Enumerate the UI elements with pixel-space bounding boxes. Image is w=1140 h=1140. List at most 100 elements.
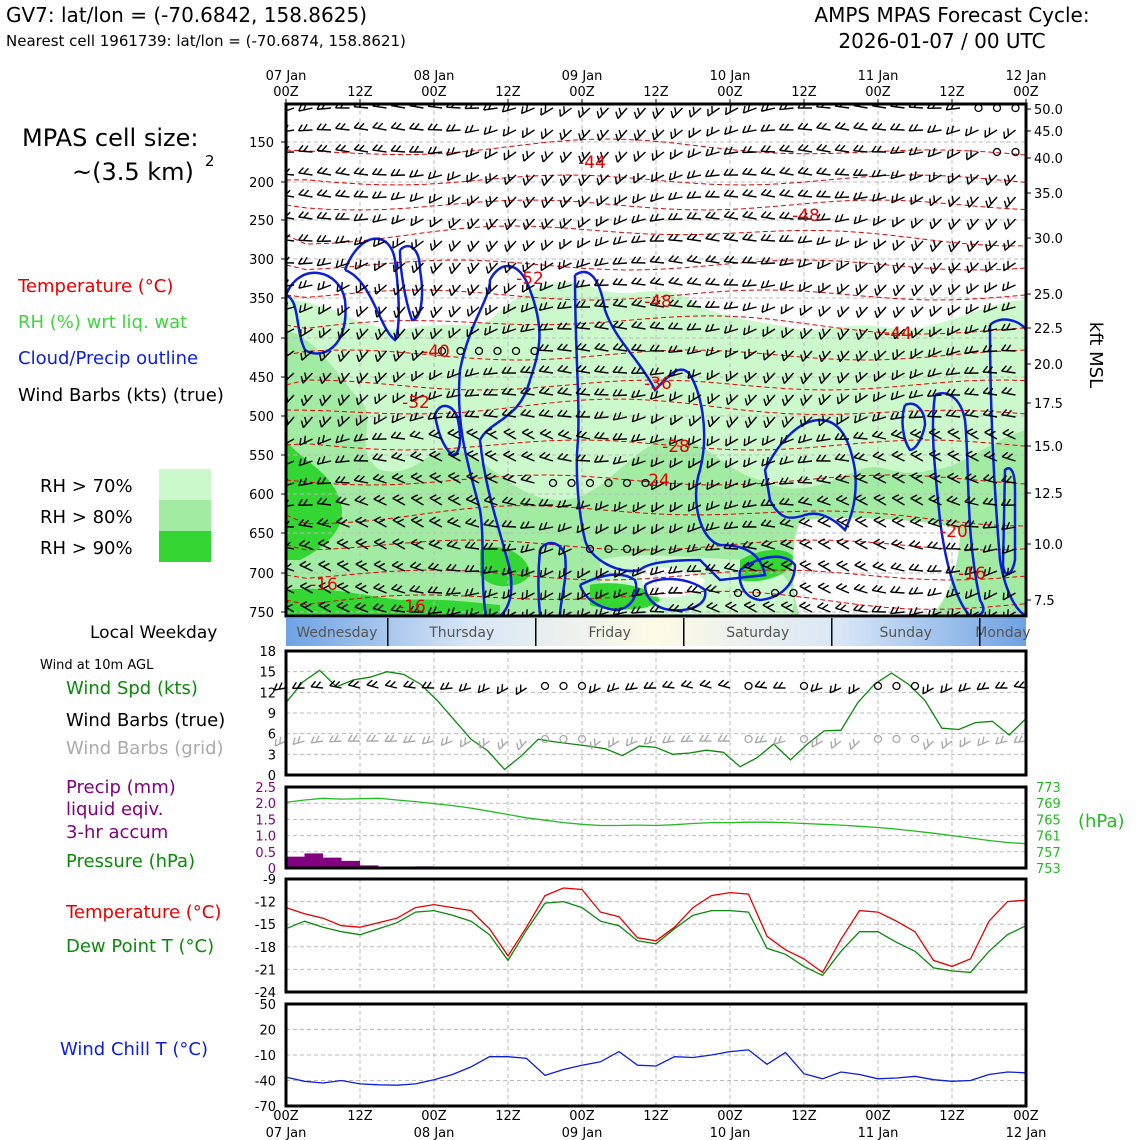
barb-flag [322, 350, 326, 358]
barb-shaft [299, 460, 313, 467]
barb-flag [760, 478, 765, 487]
barb-shaft [873, 542, 887, 550]
barb-shaft [816, 106, 831, 109]
barb-flag [913, 171, 917, 179]
barb-flag [968, 366, 974, 374]
barb-shaft [428, 543, 443, 550]
barb-flag [742, 233, 748, 240]
wind-barb [741, 279, 757, 288]
barb-flag [722, 734, 728, 742]
wind-barb-10m-grid [365, 734, 379, 742]
barb-shaft [374, 541, 387, 550]
barb-flag [575, 364, 582, 372]
barb-flag [651, 153, 654, 161]
barb-flag [633, 175, 635, 184]
wind-barb [668, 299, 683, 308]
barb-shaft [779, 149, 794, 153]
barb-flag [373, 516, 381, 521]
calm-wind-marker [530, 346, 539, 356]
barb-flag [855, 332, 860, 340]
barb-flag [896, 306, 900, 314]
barb-flag [799, 308, 802, 316]
barb-flag [803, 603, 811, 609]
wind-barb [374, 260, 387, 272]
barb-shaft [422, 740, 435, 745]
wind-barb [892, 349, 905, 361]
barb-flag [748, 416, 752, 425]
barb-flag [482, 367, 488, 375]
wind-barb [704, 300, 720, 309]
barb-shaft [391, 127, 406, 131]
barb-shaft [631, 592, 646, 598]
barb-flag [729, 393, 733, 402]
barb-flag [913, 564, 920, 571]
wind-barb [297, 144, 313, 153]
barb-flag [617, 432, 623, 440]
barb-flag [673, 544, 677, 552]
barb-flag [908, 411, 914, 419]
wind-barb [353, 167, 369, 176]
barb-shaft [594, 460, 609, 463]
barb-flag [822, 540, 830, 546]
wind-barb-10m [680, 680, 694, 689]
barb-flag [965, 306, 968, 314]
top-date-label: 10 Jan [710, 69, 751, 84]
barb-flag [409, 413, 413, 422]
barb-shaft [558, 262, 572, 270]
wind-barb [945, 388, 961, 396]
barb-flag [672, 322, 679, 330]
barb-flag [654, 277, 661, 284]
barb-shaft [612, 283, 628, 286]
wind-barb [686, 191, 702, 199]
barb-flag [855, 264, 858, 272]
wind-barb [965, 450, 979, 462]
wind-barb [503, 428, 517, 440]
barb-flag [932, 587, 937, 595]
barb-flag [373, 494, 381, 500]
barb-shaft [891, 543, 905, 550]
barb-flag [447, 450, 455, 455]
barb-flag [984, 285, 987, 293]
barb-flag [839, 168, 845, 175]
barb-shaft [594, 393, 609, 396]
barb-flag [1018, 681, 1025, 688]
barb-shaft [908, 592, 924, 595]
barb-flag [892, 266, 896, 274]
barb-flag [521, 592, 524, 600]
barb-shaft [672, 107, 684, 119]
wind-barb [316, 211, 332, 220]
barb-flag [848, 686, 851, 694]
barb-flag [710, 346, 714, 355]
barb-shaft [298, 216, 313, 220]
wind-barb [873, 239, 887, 250]
barb-flag [432, 411, 437, 419]
barb-flag [409, 122, 415, 129]
barb-shaft [835, 607, 850, 613]
barb-shaft [631, 460, 646, 467]
barb-flag [649, 214, 654, 222]
barb-flag [965, 128, 968, 136]
wind-barb-10m-grid [811, 737, 823, 748]
wind-barb [448, 306, 462, 318]
barb-flag [353, 213, 359, 221]
barb-flag [687, 602, 694, 609]
barb-flag [595, 570, 598, 578]
wind-barb [889, 123, 905, 131]
barb-flag [667, 233, 674, 241]
barb-flag [373, 583, 380, 589]
barb-flag [356, 376, 360, 384]
legend-rh70-label: RH > 70% [40, 476, 133, 497]
barb-flag [686, 277, 693, 284]
wind-barb [742, 124, 757, 134]
wind-barb [540, 590, 554, 601]
barb-shaft [854, 416, 868, 424]
barb-shaft [579, 196, 591, 208]
barb-flag [743, 438, 746, 446]
wind-barb [929, 218, 942, 230]
wind-barb [724, 479, 739, 490]
barb-flag [857, 145, 864, 152]
wind-barb [871, 169, 887, 178]
wind-barb [539, 544, 554, 555]
barb-flag [966, 152, 968, 160]
wind-barb [743, 457, 757, 468]
